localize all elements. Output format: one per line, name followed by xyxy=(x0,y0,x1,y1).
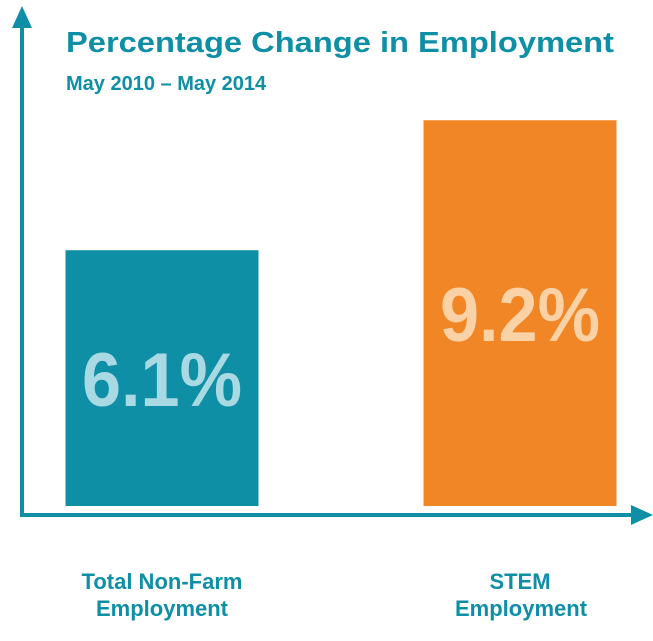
x-axis-arrow xyxy=(631,505,653,525)
bar xyxy=(65,250,259,506)
chart-subtitle: May 2010 – May 2014 xyxy=(66,73,267,95)
x-tick-label: Total Non-Farm Employment xyxy=(81,569,243,621)
value-label: 9.2% xyxy=(440,273,600,358)
bar xyxy=(423,120,617,507)
x-tick-label: STEM Employment xyxy=(455,569,588,621)
chart-title: Percentage Change in Employment xyxy=(66,27,614,59)
value-label: 6.1% xyxy=(82,338,242,423)
y-axis-arrow xyxy=(12,6,32,28)
